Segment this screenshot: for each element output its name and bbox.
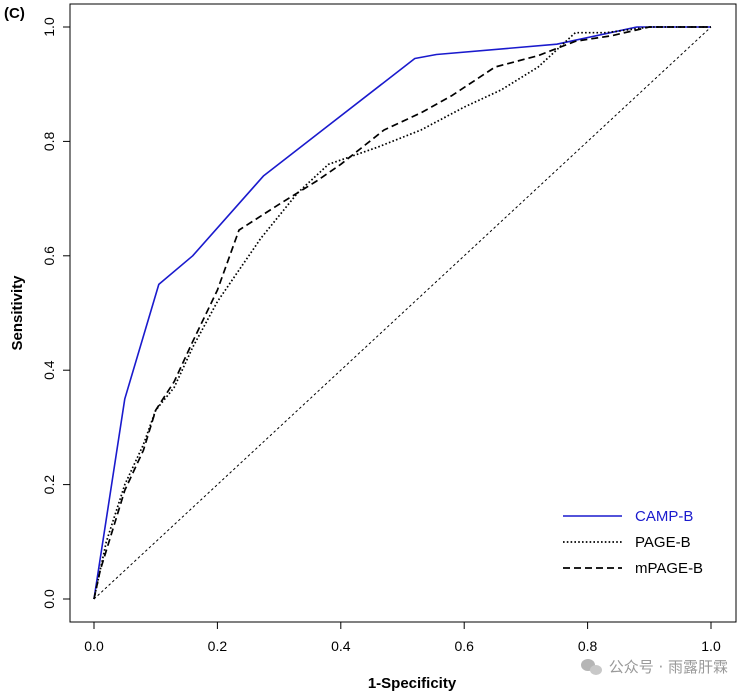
reference-line-layer [93, 26, 712, 600]
x-axis-title: 1-Specificity [368, 675, 457, 692]
watermark: 公众号 · 雨露肝霖 [580, 656, 728, 677]
y-tick-label: 0.6 [41, 246, 57, 266]
y-tick-label: 0.0 [41, 589, 57, 609]
series-line-page-b [93, 26, 711, 600]
legend-label-mpage-b: mPAGE-B [635, 560, 703, 577]
x-tick-label: 1.0 [701, 638, 721, 654]
panel-label: (C) [4, 5, 25, 22]
y-tick-label: 0.2 [41, 475, 57, 495]
y-axis-title: Sensitivity [9, 275, 26, 351]
x-tick-label: 0.4 [331, 638, 351, 654]
y-tick-label: 1.0 [41, 17, 57, 37]
reference-diagonal [93, 26, 712, 600]
y-tick-label: 0.4 [41, 360, 57, 380]
x-tick-label: 0.8 [578, 638, 598, 654]
legend-label-camp-b: CAMP-B [635, 508, 693, 525]
x-tick-label: 0.6 [454, 638, 474, 654]
watermark-text: 公众号 · 雨露肝霖 [608, 658, 728, 676]
y-axis: 0.0 0.2 0.4 0.6 0.8 1.0 [41, 17, 71, 609]
y-tick-label: 0.8 [41, 131, 57, 151]
legend: CAMP-B PAGE-B mPAGE-B [563, 508, 703, 577]
x-axis: 0.0 0.2 0.4 0.6 0.8 1.0 [84, 621, 721, 654]
series-line-mpage-b [93, 26, 711, 600]
legend-label-page-b: PAGE-B [635, 534, 691, 551]
x-tick-label: 0.0 [84, 638, 104, 654]
wechat-icon [580, 658, 603, 676]
x-tick-label: 0.2 [208, 638, 228, 654]
series-line-camp-b [93, 26, 711, 600]
series-layer [93, 26, 711, 600]
